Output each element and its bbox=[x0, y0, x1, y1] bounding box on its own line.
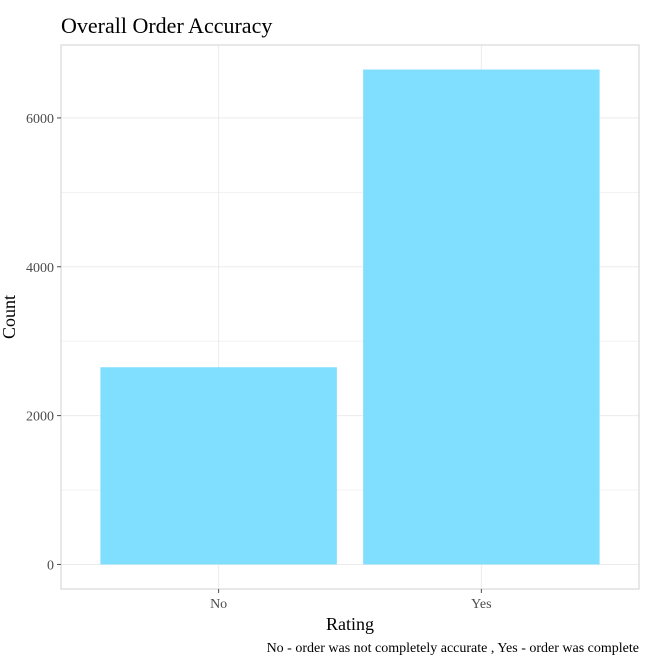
y-tick-label: 2000 bbox=[26, 410, 54, 425]
bar-yes bbox=[363, 69, 600, 565]
axes: 0 2000 4000 6000 No Yes bbox=[26, 112, 492, 612]
bar-no bbox=[100, 367, 337, 565]
plot-panel-border bbox=[60, 44, 640, 590]
chart-caption: No - order was not completely accurate ,… bbox=[267, 641, 639, 656]
x-tick-label: No bbox=[210, 597, 227, 612]
y-axis-title: Count bbox=[0, 295, 19, 339]
x-tick-label: Yes bbox=[471, 597, 491, 612]
y-tick-label: 6000 bbox=[26, 112, 54, 127]
x-axis-title: Rating bbox=[326, 614, 374, 634]
y-tick-label: 0 bbox=[47, 558, 54, 573]
chart-title: Overall Order Accuracy bbox=[61, 13, 272, 38]
bars bbox=[100, 69, 600, 565]
y-tick-label: 4000 bbox=[26, 261, 54, 276]
